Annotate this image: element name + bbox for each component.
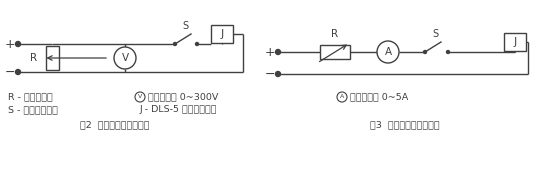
Text: J: J xyxy=(220,29,224,39)
Bar xyxy=(46,46,58,70)
Circle shape xyxy=(337,92,347,102)
Text: +: + xyxy=(265,46,276,58)
Text: −: − xyxy=(5,66,15,78)
Bar xyxy=(320,45,350,59)
Circle shape xyxy=(135,92,145,102)
Text: R: R xyxy=(30,53,37,63)
Text: 图2  动作电压检验线路图: 图2 动作电压检验线路图 xyxy=(80,120,150,130)
Circle shape xyxy=(174,43,176,46)
Text: 图3  动作电流检验线路图: 图3 动作电流检验线路图 xyxy=(370,120,440,130)
Bar xyxy=(211,25,233,43)
Circle shape xyxy=(377,41,399,63)
Text: R: R xyxy=(331,29,339,39)
Text: J - DLS-5 双位置继电器: J - DLS-5 双位置继电器 xyxy=(140,106,218,114)
Text: A: A xyxy=(384,47,392,57)
Text: S - 单刀单掷开关: S - 单刀单掷开关 xyxy=(8,106,58,114)
Text: S: S xyxy=(432,29,438,39)
Bar xyxy=(504,33,526,51)
Text: 直流电压表 0~300V: 直流电压表 0~300V xyxy=(148,92,218,102)
Text: R - 滑线电阻器: R - 滑线电阻器 xyxy=(8,92,53,102)
Circle shape xyxy=(276,72,280,76)
Circle shape xyxy=(276,50,280,54)
Circle shape xyxy=(16,70,20,74)
Text: V: V xyxy=(122,53,129,63)
Circle shape xyxy=(114,47,136,69)
Text: 直流电流表 0~5A: 直流电流表 0~5A xyxy=(350,92,408,102)
Text: S: S xyxy=(182,21,188,31)
Circle shape xyxy=(196,43,198,46)
Circle shape xyxy=(446,50,450,54)
Text: J: J xyxy=(513,37,517,47)
Text: +: + xyxy=(5,37,16,50)
Text: A: A xyxy=(340,94,344,100)
Text: V: V xyxy=(138,94,142,100)
Text: −: − xyxy=(265,68,276,80)
Circle shape xyxy=(16,41,20,46)
Circle shape xyxy=(423,50,427,54)
